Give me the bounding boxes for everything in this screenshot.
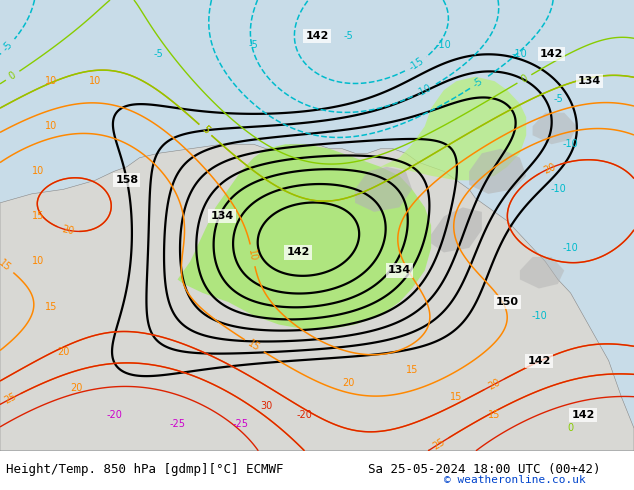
Text: 134: 134 — [210, 211, 233, 221]
Text: 142: 142 — [572, 410, 595, 420]
Text: 150: 150 — [496, 297, 519, 307]
Text: -5: -5 — [553, 94, 563, 104]
Text: 20: 20 — [57, 346, 70, 357]
Text: 142: 142 — [287, 247, 309, 257]
Text: 142: 142 — [306, 31, 328, 41]
Text: -10: -10 — [531, 311, 547, 320]
Text: 15: 15 — [44, 301, 57, 312]
Text: 15: 15 — [450, 392, 463, 402]
Text: 25: 25 — [3, 392, 18, 406]
Text: 20: 20 — [70, 383, 82, 392]
Text: 10: 10 — [44, 121, 57, 131]
Text: Sa 25-05-2024 18:00 UTC (00+42): Sa 25-05-2024 18:00 UTC (00+42) — [368, 463, 600, 476]
Text: 20: 20 — [61, 224, 75, 236]
Polygon shape — [355, 167, 412, 212]
Text: 15: 15 — [247, 338, 262, 353]
Text: 20: 20 — [342, 378, 355, 388]
Text: -10: -10 — [512, 49, 527, 59]
Text: 5: 5 — [200, 124, 211, 136]
Text: © weatheronline.co.uk: © weatheronline.co.uk — [444, 475, 586, 485]
Text: Height/Temp. 850 hPa [gdmp][°C] ECMWF: Height/Temp. 850 hPa [gdmp][°C] ECMWF — [6, 463, 284, 476]
Text: 30: 30 — [260, 401, 273, 411]
Text: 142: 142 — [540, 49, 563, 59]
Text: -20: -20 — [106, 410, 122, 420]
Text: 20: 20 — [486, 377, 502, 392]
Polygon shape — [178, 144, 431, 329]
Text: -10: -10 — [563, 139, 578, 149]
Text: -10: -10 — [563, 243, 578, 253]
Text: 15: 15 — [32, 211, 44, 221]
Polygon shape — [431, 207, 482, 252]
Text: 10: 10 — [89, 76, 101, 86]
Polygon shape — [0, 144, 634, 451]
Text: 142: 142 — [527, 356, 550, 366]
Text: 134: 134 — [388, 266, 411, 275]
Text: -5: -5 — [1, 39, 15, 53]
Text: 134: 134 — [578, 76, 601, 86]
Polygon shape — [533, 113, 577, 144]
Text: -5: -5 — [472, 76, 485, 90]
Text: -15: -15 — [407, 56, 425, 73]
Text: 10: 10 — [32, 256, 44, 267]
Text: -10: -10 — [436, 40, 451, 50]
Polygon shape — [520, 257, 564, 289]
Polygon shape — [380, 76, 526, 180]
Text: 20: 20 — [542, 161, 557, 175]
Text: 15: 15 — [488, 410, 501, 420]
Text: -25: -25 — [169, 419, 186, 429]
Text: -10: -10 — [415, 83, 434, 99]
Text: -10: -10 — [550, 184, 566, 195]
Text: 10: 10 — [44, 76, 57, 86]
Text: 10: 10 — [32, 166, 44, 176]
Text: 0: 0 — [8, 70, 18, 81]
Text: 0: 0 — [567, 423, 574, 433]
Text: 0: 0 — [519, 73, 529, 85]
Text: -20: -20 — [296, 410, 313, 420]
Polygon shape — [469, 149, 526, 194]
Text: 158: 158 — [115, 175, 138, 185]
Text: 10: 10 — [247, 248, 259, 262]
Text: 15: 15 — [406, 365, 418, 375]
Text: 25: 25 — [431, 437, 447, 452]
Text: -5: -5 — [153, 49, 164, 59]
Text: 5: 5 — [200, 124, 211, 136]
Text: -5: -5 — [249, 40, 259, 50]
Text: 15: 15 — [0, 258, 13, 273]
Text: -5: -5 — [344, 31, 354, 41]
Text: -25: -25 — [233, 419, 249, 429]
